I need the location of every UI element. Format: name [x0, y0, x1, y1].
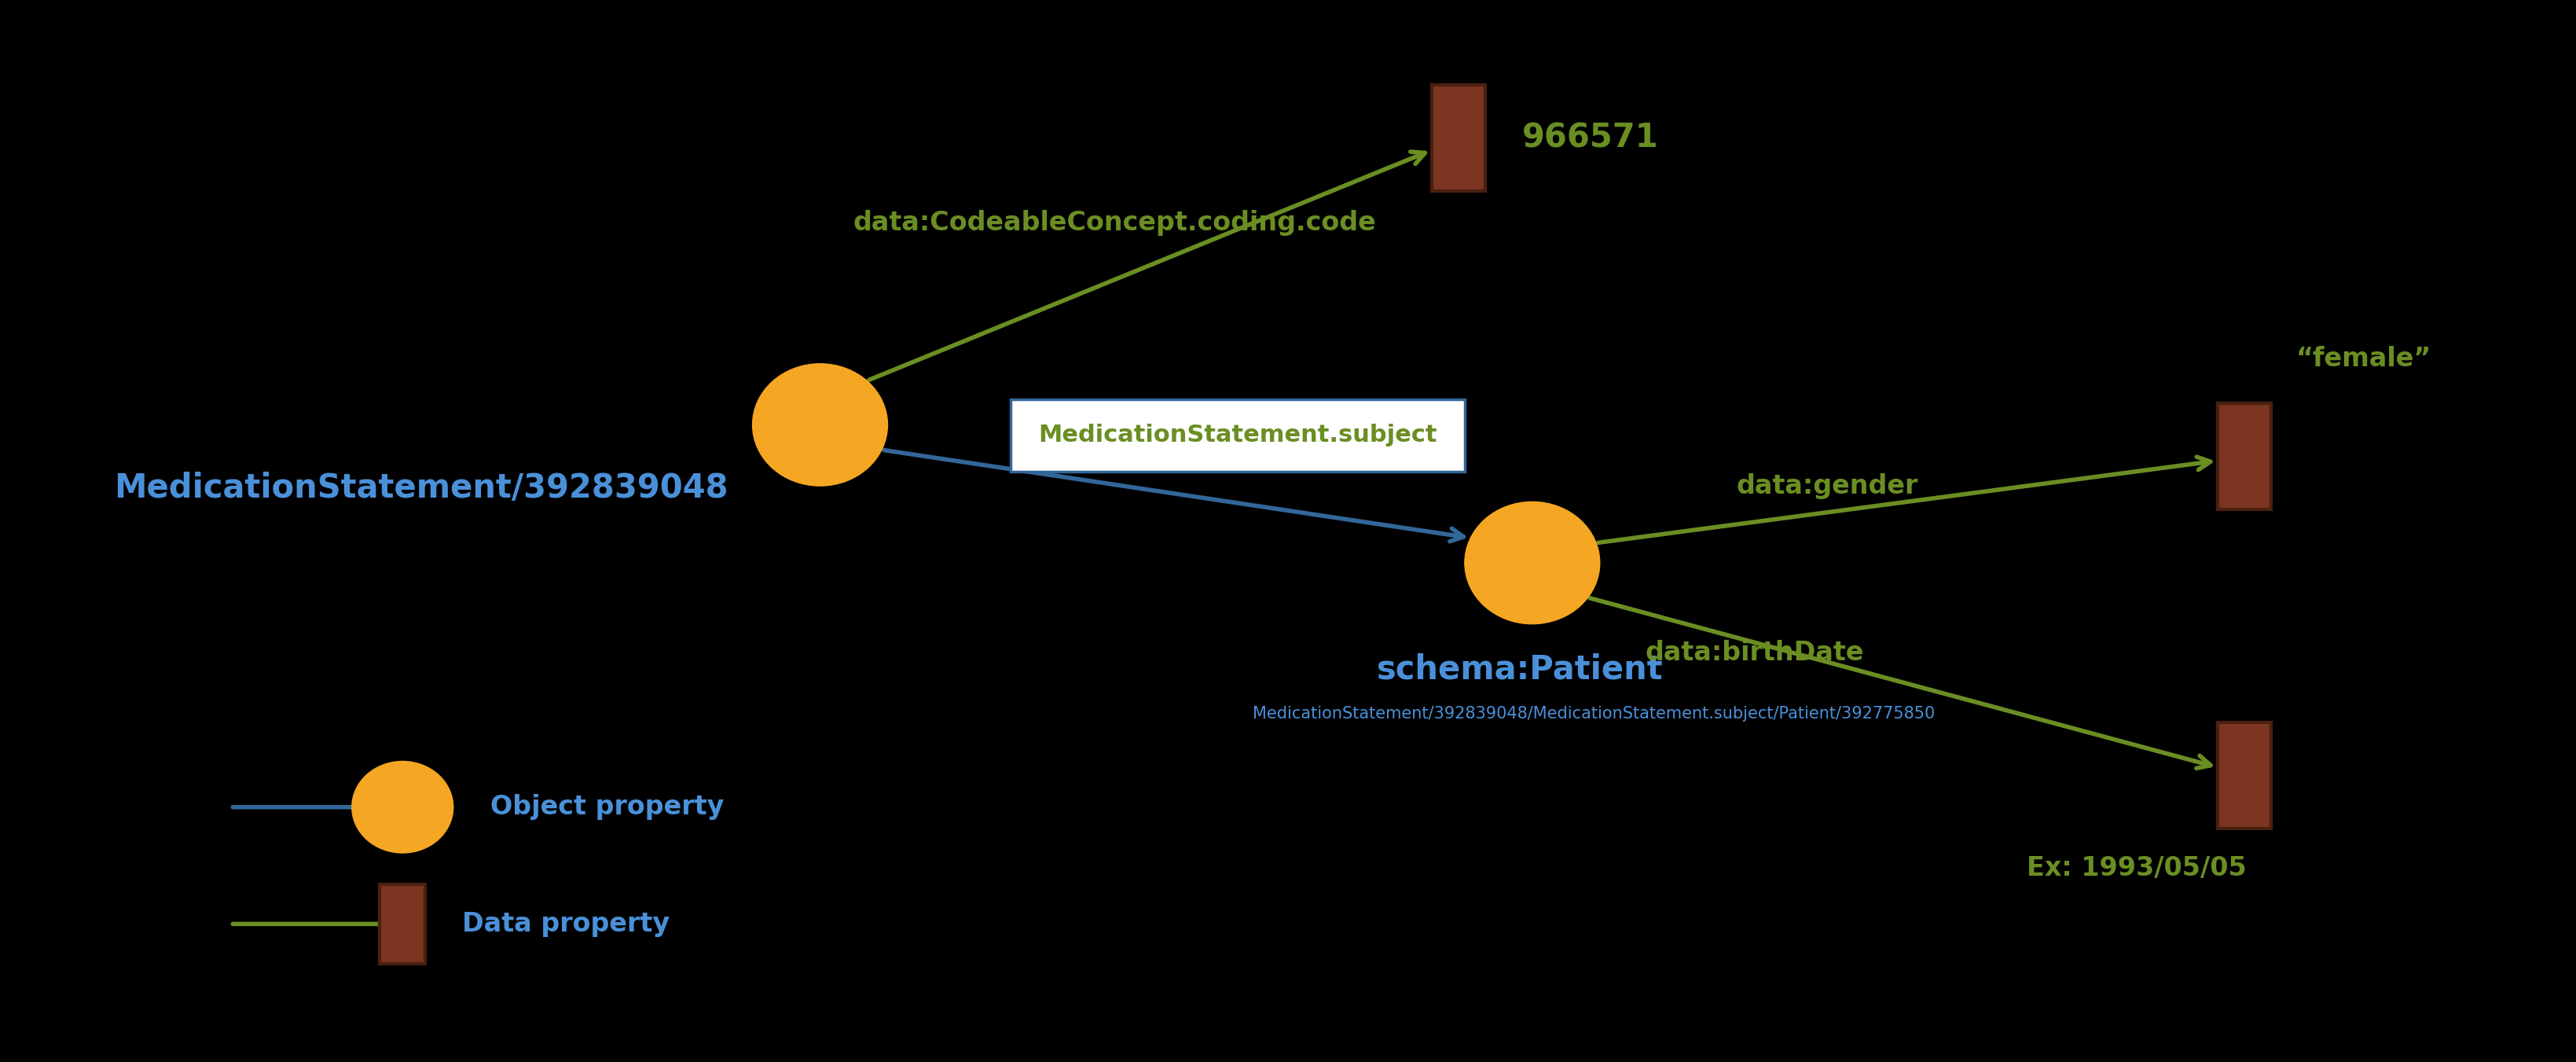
Text: MedicationStatement/392839048: MedicationStatement/392839048 — [113, 472, 729, 506]
Text: MedicationStatement/392839048/MedicationStatement.subject/Patient/392775850: MedicationStatement/392839048/Medication… — [1252, 706, 1935, 722]
Text: data:CodeableConcept.coding.code: data:CodeableConcept.coding.code — [853, 210, 1376, 236]
Ellipse shape — [752, 363, 889, 486]
Ellipse shape — [1466, 502, 1600, 624]
Text: MedicationStatement.subject: MedicationStatement.subject — [1038, 424, 1437, 447]
Text: Data property: Data property — [461, 911, 670, 937]
Text: data:birthDate: data:birthDate — [1646, 640, 1865, 666]
FancyBboxPatch shape — [1432, 85, 1486, 191]
FancyBboxPatch shape — [2218, 722, 2272, 828]
Text: Ex: 1993/05/05: Ex: 1993/05/05 — [2027, 855, 2246, 880]
FancyBboxPatch shape — [2218, 404, 2272, 510]
Text: schema:Patient: schema:Patient — [1376, 653, 1664, 686]
FancyBboxPatch shape — [379, 884, 425, 964]
FancyBboxPatch shape — [1010, 399, 1466, 472]
Text: Object property: Object property — [489, 794, 724, 820]
Text: 966571: 966571 — [1522, 121, 1659, 155]
Ellipse shape — [353, 761, 453, 853]
Text: “female”: “female” — [2295, 346, 2432, 372]
Text: data:gender: data:gender — [1736, 474, 1919, 499]
